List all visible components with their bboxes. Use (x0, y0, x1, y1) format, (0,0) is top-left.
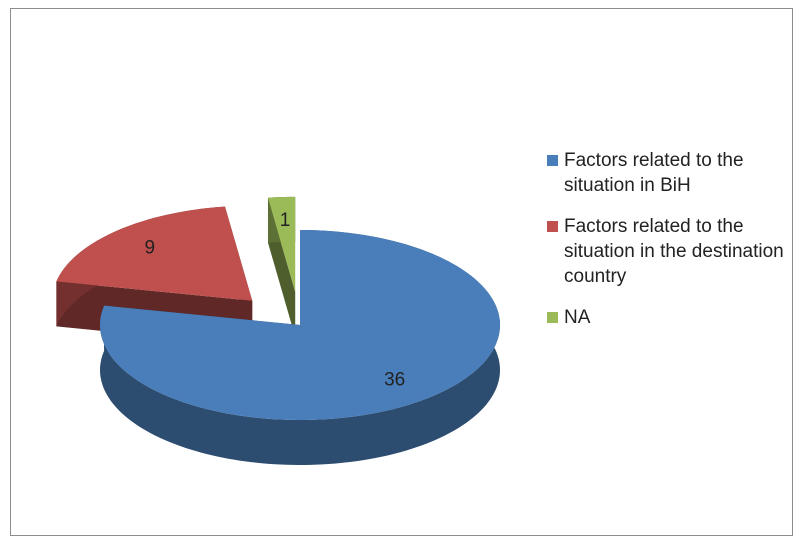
chart-frame (10, 8, 793, 536)
data-label: 9 (145, 238, 156, 259)
legend: Factors related to the situation in BiH F… (547, 148, 792, 346)
legend-label: Factors related to the situation in the … (564, 216, 784, 287)
data-label: 1 (280, 210, 291, 231)
legend-label: NA (564, 307, 591, 328)
slice-top (56, 206, 253, 301)
slice-top (267, 196, 296, 292)
legend-label: Factors related to the situation in BiH (564, 150, 744, 196)
legend-entry: Factors related to the situation in the … (547, 214, 792, 289)
slice-top (100, 230, 500, 420)
legend-entry: Factors related to the situation in BiH (547, 148, 792, 198)
pie-slice (267, 196, 296, 337)
legend-swatch (547, 221, 558, 232)
pie-slice (100, 230, 500, 465)
legend-swatch (547, 155, 558, 166)
legend-entry: NA (547, 305, 792, 330)
legend-swatch (547, 312, 558, 323)
data-label: 36 (384, 369, 405, 390)
